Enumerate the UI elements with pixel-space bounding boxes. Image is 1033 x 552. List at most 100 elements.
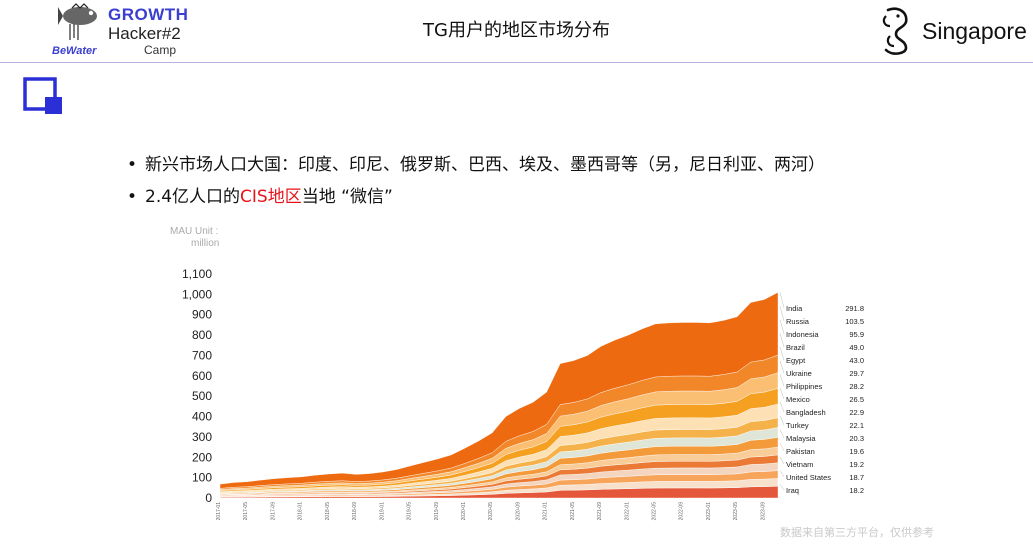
mau-stacked-area-chart: 0 100 200 300 400 500 600 700 800 900 1,000 1,100 20… bbox=[182, 267, 864, 521]
growth-hacker-logo: GROWTH Hacker#2 Camp BeWater bbox=[50, 2, 210, 60]
x-tick-label: 2022-09 bbox=[679, 502, 685, 521]
x-tick-label: 2021-09 bbox=[597, 502, 603, 521]
legend-label: India bbox=[786, 304, 803, 313]
x-tick-label: 2022-05 bbox=[652, 502, 658, 521]
legend-label: Russia bbox=[786, 317, 810, 326]
bullet-text: 新兴市场人口大国：印度、印尼、俄罗斯、巴西、埃及、墨西哥等（另，尼日利亚、两河） bbox=[145, 155, 825, 175]
fish-icon bbox=[58, 3, 97, 40]
x-tick-label: 2019-05 bbox=[407, 502, 413, 521]
legend-value: 20.3 bbox=[849, 434, 864, 443]
y-tick-label: 400 bbox=[192, 410, 212, 424]
legend-value: 29.7 bbox=[849, 369, 864, 378]
logo-camp-text: Camp bbox=[144, 43, 177, 57]
singapore-logo-text: Singapore bbox=[922, 18, 1027, 44]
slide-corner-icon bbox=[23, 77, 62, 114]
x-tick-label: 2021-05 bbox=[570, 502, 576, 521]
legend-label: Indonesia bbox=[786, 330, 819, 339]
legend-leader-line bbox=[779, 360, 785, 374]
legend-label: Bangladesh bbox=[786, 408, 826, 417]
legend-leader-line bbox=[779, 347, 785, 361]
unit-label-line2: million bbox=[191, 238, 220, 249]
x-tick-label: 2017-01 bbox=[216, 502, 222, 521]
legend-leader-line bbox=[779, 443, 785, 452]
legend-leader-line bbox=[779, 456, 785, 465]
legend-leader-line bbox=[779, 319, 785, 335]
legend-value: 103.5 bbox=[845, 317, 864, 326]
legend-value: 22.9 bbox=[849, 408, 864, 417]
header-divider bbox=[0, 62, 1033, 63]
legend-value: 26.5 bbox=[849, 395, 864, 404]
legend-label: Malaysia bbox=[786, 434, 816, 443]
legend-value: 43.0 bbox=[849, 356, 864, 365]
x-tick-label: 2018-01 bbox=[298, 502, 304, 521]
bullet-list: • 新兴市场人口大国：印度、印尼、俄罗斯、巴西、埃及、墨西哥等（另，尼日利亚、两河… bbox=[127, 150, 825, 214]
legend-value: 18.7 bbox=[849, 473, 864, 482]
legend-leader-line bbox=[779, 429, 785, 439]
legend-label: Ukraine bbox=[786, 369, 812, 378]
y-tick-label: 0 bbox=[205, 491, 212, 505]
bullet-item: • 新兴市场人口大国：印度、印尼、俄罗斯、巴西、埃及、墨西哥等（另，尼日利亚、两河… bbox=[127, 155, 825, 175]
legend-label: Brazil bbox=[786, 343, 805, 352]
page-title: TG用户的地区市场分布 bbox=[423, 20, 610, 41]
merlion-icon bbox=[882, 7, 908, 55]
x-tick-label: 2019-09 bbox=[434, 502, 440, 521]
header: GROWTH Hacker#2 Camp BeWater TG用户的地区市场分布… bbox=[0, 0, 1033, 62]
singapore-logo: Singapore bbox=[874, 6, 1033, 56]
logo-growth-text: GROWTH bbox=[108, 5, 189, 24]
y-tick-label: 200 bbox=[192, 450, 212, 464]
legend-value: 22.1 bbox=[849, 421, 864, 430]
y-tick-label: 500 bbox=[192, 389, 212, 403]
x-tick-label: 2021-01 bbox=[543, 502, 549, 521]
legend-leader-line bbox=[779, 333, 785, 348]
legend-value: 19.2 bbox=[849, 460, 864, 469]
y-tick-label: 1,100 bbox=[182, 267, 212, 281]
y-tick-label: 1,000 bbox=[182, 287, 212, 301]
unit-label-line1: MAU Unit : bbox=[170, 226, 219, 237]
x-tick-label: 2023-01 bbox=[706, 502, 712, 521]
legend-leader-line bbox=[779, 470, 785, 478]
source-note: 数据来自第三方平台，仅供参考 bbox=[780, 526, 934, 539]
y-tick-label: 600 bbox=[192, 369, 212, 383]
legend-label: Vietnam bbox=[786, 460, 813, 469]
bullet-highlight: CIS地区 bbox=[240, 187, 302, 207]
y-tick-label: 800 bbox=[192, 328, 212, 342]
legend-value: 291.8 bbox=[845, 304, 864, 313]
legend-leader-line bbox=[779, 388, 785, 400]
legend-leader-line bbox=[779, 374, 785, 387]
bullet-item: • 2.4亿人口的CIS地区当地 “微信” bbox=[127, 187, 393, 207]
x-tick-label: 2019-01 bbox=[379, 502, 385, 521]
legend-label: Pakistan bbox=[786, 447, 815, 456]
legend-label: Turkey bbox=[786, 421, 809, 430]
legend-label: Egypt bbox=[786, 356, 806, 365]
legend-label: Iraq bbox=[786, 486, 799, 495]
legend-label: Mexico bbox=[786, 395, 810, 404]
y-tick-label: 300 bbox=[192, 430, 212, 444]
logo-bewater-text: BeWater bbox=[52, 45, 97, 57]
legend-leader-line bbox=[779, 415, 785, 426]
legend-leader-line bbox=[779, 401, 785, 413]
x-tick-label: 2018-05 bbox=[325, 502, 331, 521]
y-tick-label: 700 bbox=[192, 348, 212, 362]
x-tick-label: 2023-09 bbox=[760, 502, 766, 521]
x-tick-label: 2017-05 bbox=[243, 502, 249, 521]
x-tick-label: 2023-05 bbox=[733, 502, 739, 521]
legend-leader-line bbox=[779, 484, 785, 491]
logo-hacker-text: Hacker#2 bbox=[108, 24, 181, 43]
legend-label: Philippines bbox=[786, 382, 823, 391]
y-tick-label: 900 bbox=[192, 308, 212, 322]
x-tick-label: 2018-09 bbox=[352, 502, 358, 521]
y-tick-label: 100 bbox=[192, 471, 212, 485]
legend-value: 18.2 bbox=[849, 486, 864, 495]
legend-leader-line bbox=[779, 305, 785, 322]
x-tick-label: 2017-09 bbox=[270, 502, 276, 521]
legend-leader-line bbox=[779, 292, 785, 309]
unit-label: MAU Unit : million bbox=[170, 226, 219, 250]
legend-value: 28.2 bbox=[849, 382, 864, 391]
legend-value: 49.0 bbox=[849, 343, 864, 352]
legend-value: 19.6 bbox=[849, 447, 864, 456]
legend-value: 95.9 bbox=[849, 330, 864, 339]
legend-label: United States bbox=[786, 473, 831, 482]
area-series-layer bbox=[219, 291, 779, 489]
x-tick-label: 2020-01 bbox=[461, 502, 467, 521]
x-tick-label: 2022-01 bbox=[624, 502, 630, 521]
